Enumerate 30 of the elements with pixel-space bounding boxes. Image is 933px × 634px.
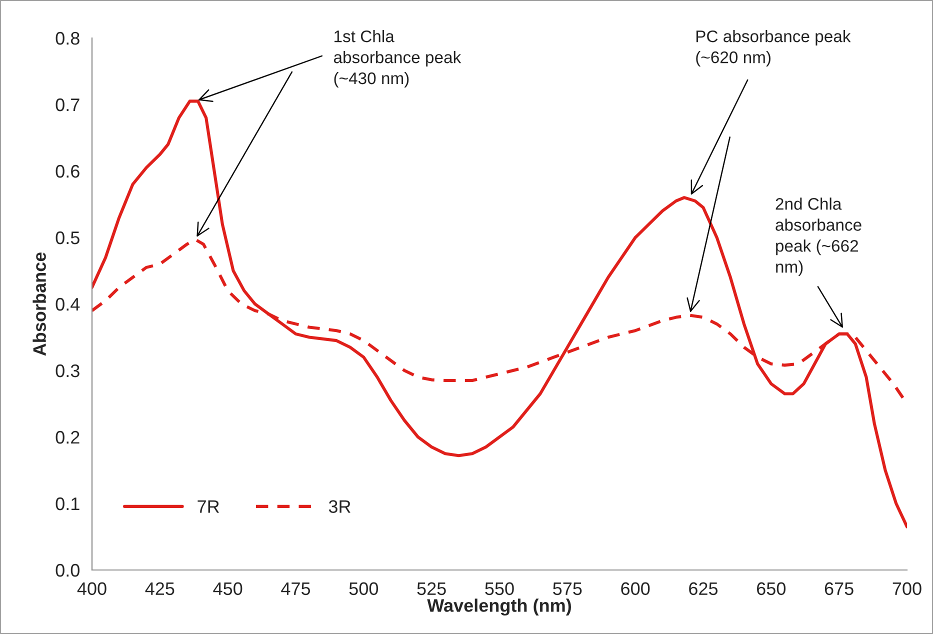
y-tick-label: 0.1	[56, 497, 80, 510]
annotation: 2nd Chla absorbance peak (~662 nm)	[776, 198, 862, 276]
y-tick-label: 0.4	[56, 298, 80, 311]
legend-label: 7R	[198, 500, 220, 513]
y-axis-title: Absorbance	[32, 252, 46, 356]
y-tick-label: 0.2	[56, 430, 80, 444]
x-tick-label: 450	[213, 582, 242, 596]
y-tick-label: 0.8	[56, 32, 80, 45]
annotation: 1st Chla absorbance peak (~430 nm)	[334, 30, 462, 88]
legend-label: 3R	[328, 500, 350, 513]
line-series	[92, 100, 907, 528]
y-tick-label: 0.5	[56, 231, 80, 244]
x-tick-label: 675	[824, 582, 854, 596]
x-tick-label: 575	[553, 582, 582, 596]
x-tick-label: 550	[485, 582, 514, 596]
x-tick-label: 700	[892, 582, 922, 596]
y-tick-label: 0.6	[56, 164, 80, 178]
x-tick-label: 525	[417, 582, 446, 596]
y-tick-label: 0.7	[56, 98, 80, 112]
x-tick-label: 475	[281, 582, 310, 596]
y-tick-label: 0.3	[56, 364, 80, 378]
x-tick-label: 600	[621, 582, 650, 596]
x-axis-title: Wavelength (nm)	[427, 598, 571, 616]
annotation: PC absorbance peak (~620 nm)	[696, 30, 851, 67]
x-tick-label: 425	[145, 582, 174, 596]
y-tick-label: 0.0	[56, 564, 80, 577]
x-tick-label: 625	[689, 582, 718, 596]
x-tick-label: 650	[757, 582, 786, 596]
x-tick-label: 400	[77, 582, 106, 596]
x-tick-label: 500	[349, 582, 378, 596]
